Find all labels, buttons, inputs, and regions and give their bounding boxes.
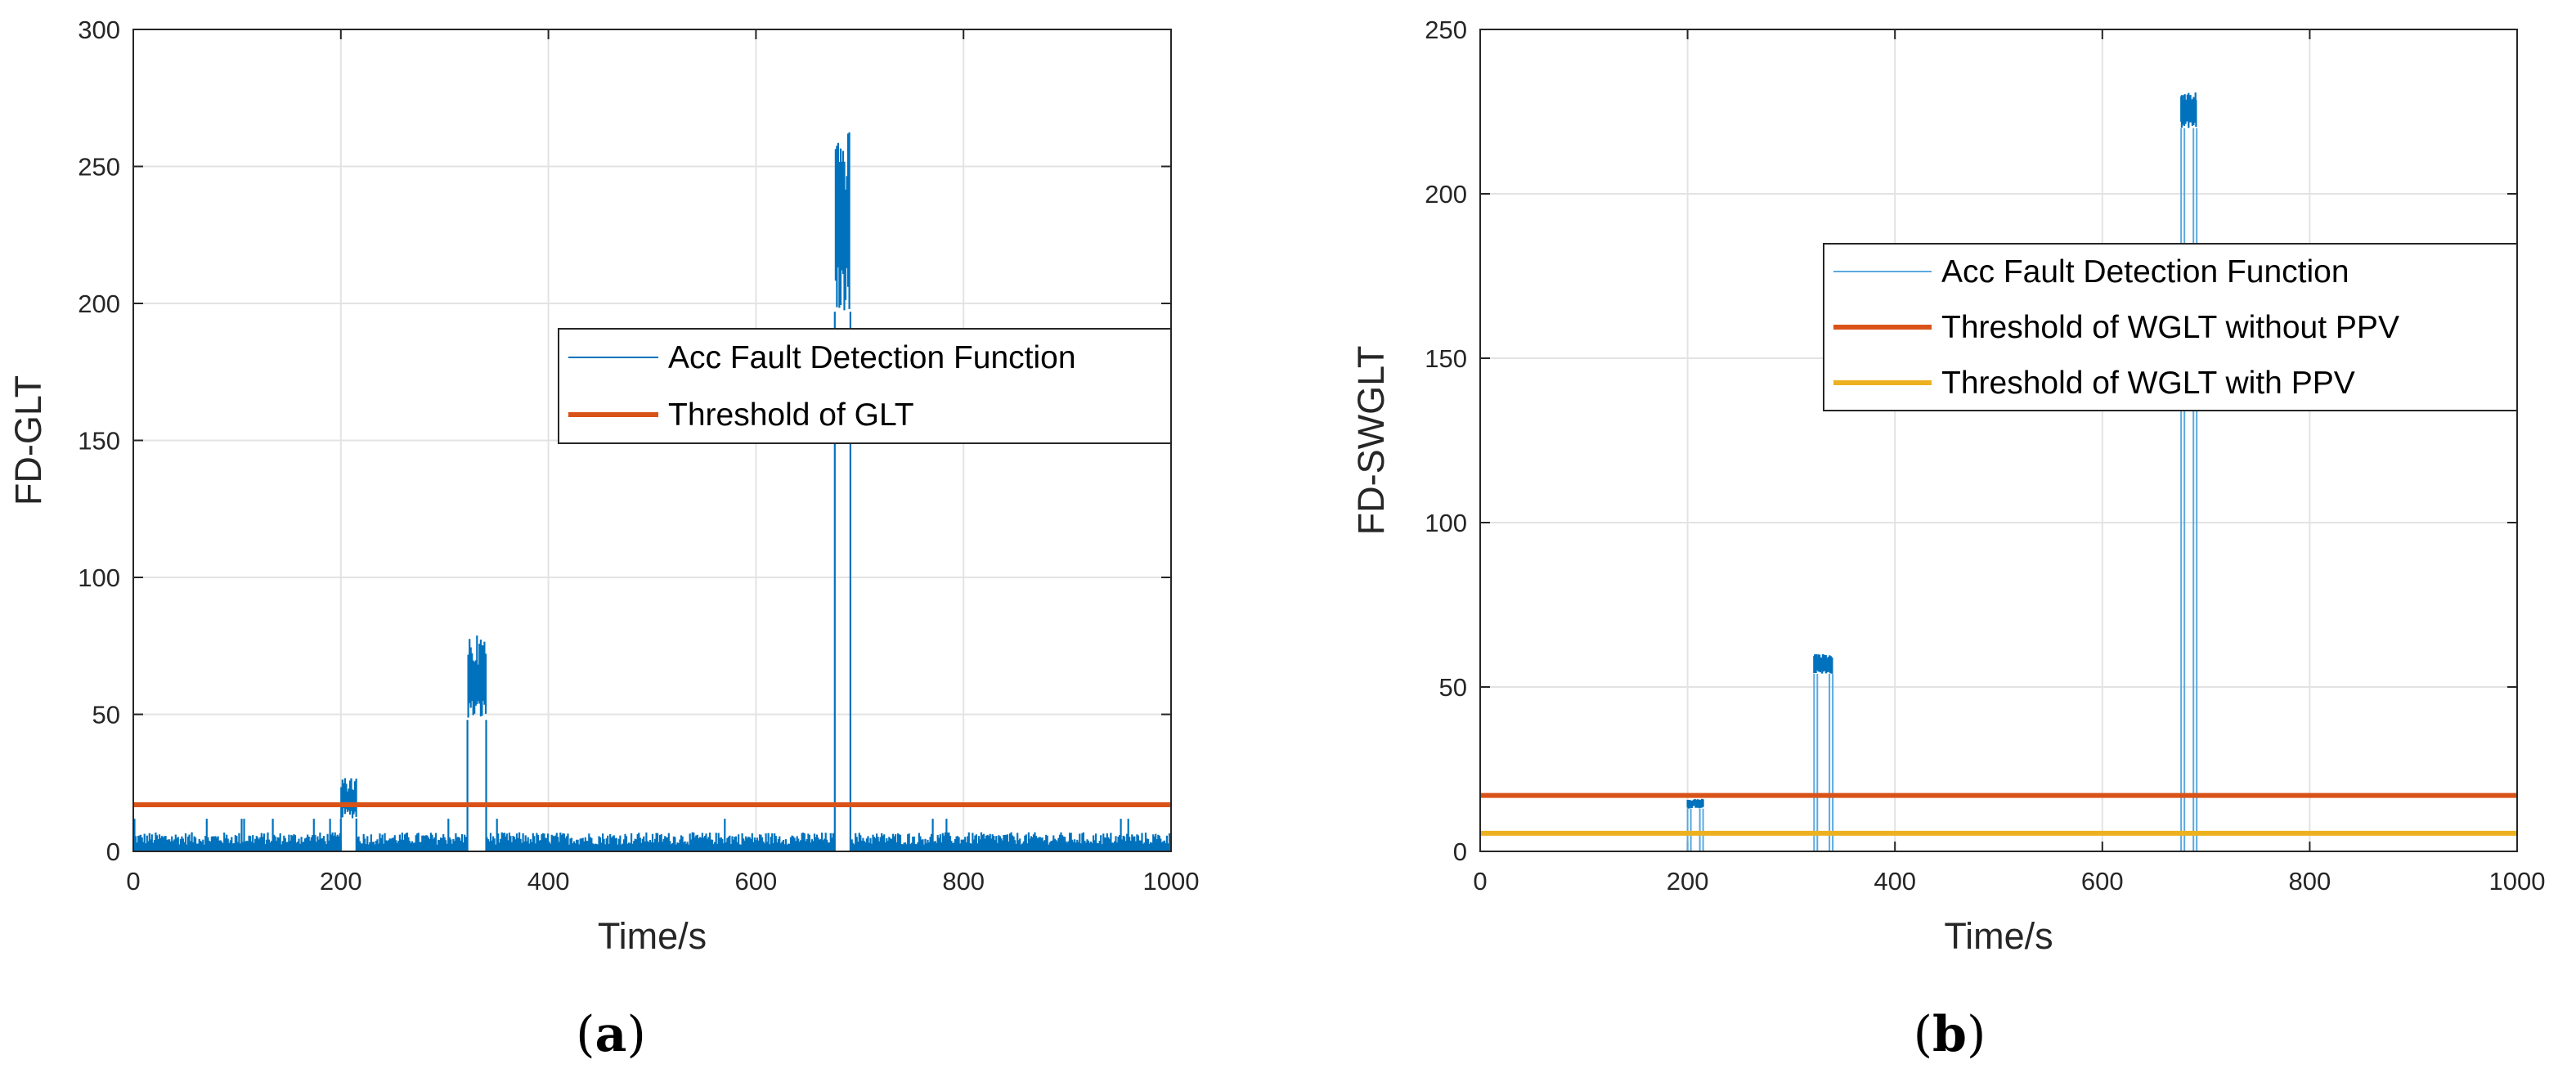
x-tick-label: 1000 [1143,867,1200,896]
y-tick-label: 150 [1425,344,1467,373]
data-layer [133,132,1171,851]
y-tick-label: 0 [1453,837,1467,866]
x-tick-label: 200 [320,867,362,896]
y-tick-label: 0 [106,837,120,866]
x-tick-label: 800 [942,867,985,896]
y-tick-label: 50 [1439,673,1467,702]
x-tick-label: 800 [2289,867,2331,896]
x-tick-label: 0 [126,867,140,896]
series-acc-step-edge [1813,673,1834,851]
x-tick-label: 1000 [2489,867,2546,896]
chart-panel-b: 0 200 400 600 800 1000 0 50 100 150 200 250 Time/s FD… [1350,16,2545,1063]
legend-entry: Threshold of WGLT without PPV [1941,310,2399,345]
data-layer [1480,92,2517,851]
legend: Acc Fault Detection Function Threshold of… [1823,243,2518,411]
chart-panel-a: 0 200 400 600 800 1000 0 50 100 150 200 250 300 Time/… [7,16,1199,1063]
plot-area [1480,29,2517,851]
legend-entry: Acc Fault Detection Function [668,340,1076,375]
x-tick-label: 0 [1473,867,1487,896]
y-tick-label: 250 [78,153,120,182]
y-axis-label: FD-SWGLT [1350,346,1392,536]
series-acc-fault-detection [133,132,1171,851]
y-tick-label: 200 [78,290,120,318]
x-tick-label: 200 [1667,867,1709,896]
series-acc-fault-band [1813,653,1833,674]
x-tick-label: 400 [1874,867,1916,896]
y-tick-label: 300 [78,16,120,44]
y-tick-label: 200 [1425,180,1467,209]
x-tick-label: 600 [2081,867,2124,896]
series-acc-fault-band [2180,92,2197,128]
panel-caption: (a) [576,1006,646,1063]
y-tick-label: 50 [92,701,120,730]
legend-entry: Acc Fault Detection Function [1941,254,2349,290]
x-tick-label: 600 [735,867,778,896]
series-acc-fault-band [1686,798,1704,809]
y-tick-label: 100 [1425,509,1467,537]
legend-entry: Threshold of WGLT with PPV [1941,366,2355,401]
legend-entry: Threshold of GLT [668,397,914,433]
legend: Acc Fault Detection Function Threshold of… [558,328,1172,444]
series-acc-step-edge [1686,808,1704,851]
x-tick-label: 400 [527,867,570,896]
x-axis-label: Time/s [598,915,707,957]
series-acc-step-edge [2180,128,2198,851]
panel-caption: (b) [1914,1006,1986,1063]
y-axis-label: FD-GLT [7,375,49,505]
axes-box [1479,29,2518,852]
y-tick-label: 150 [78,427,120,456]
legend-box [558,328,1172,444]
y-tick-label: 100 [78,563,120,592]
y-tick-label: 250 [1425,16,1467,44]
x-axis-label: Time/s [1944,915,2053,957]
legend-box [1823,243,2518,411]
